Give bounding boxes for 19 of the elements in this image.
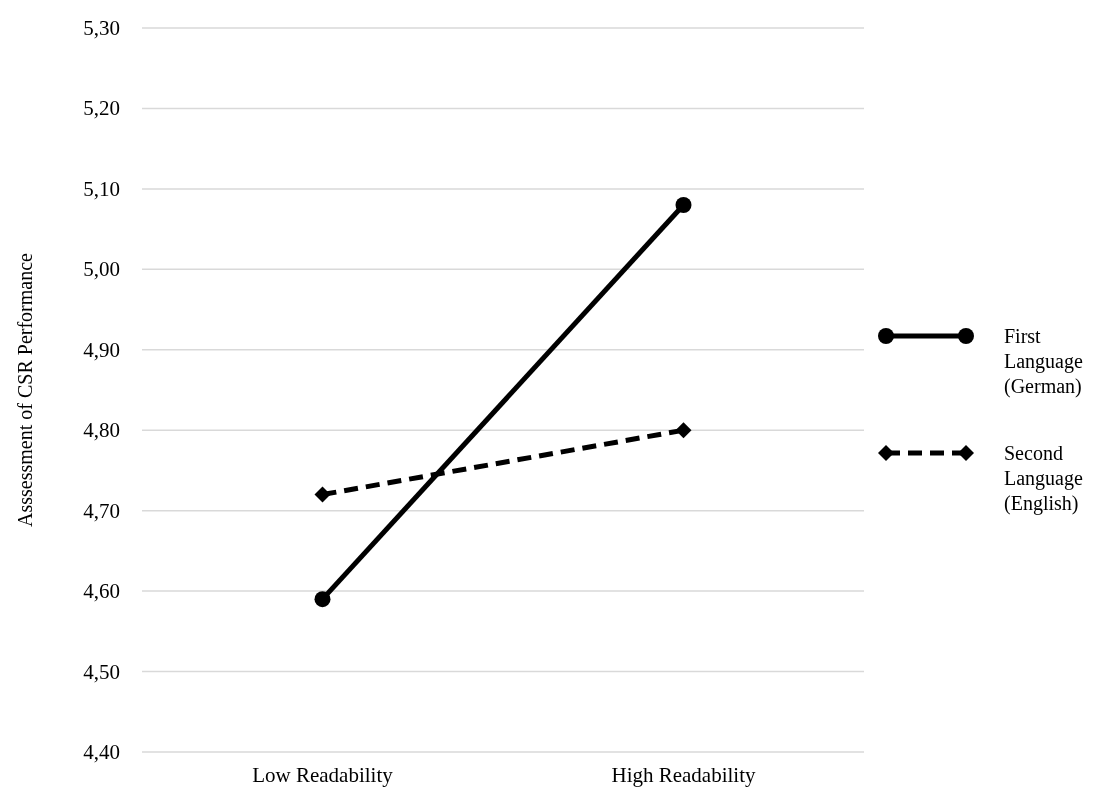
legend-label: First Language (German) xyxy=(1004,325,1083,398)
x-tick-label: High Readability xyxy=(611,763,757,787)
x-tick-label: Low Readability xyxy=(252,763,394,787)
point xyxy=(314,591,331,608)
y-tick-label: 4,70 xyxy=(83,498,120,523)
y-tick-label: 4,60 xyxy=(83,579,120,604)
y-tick-label: 5,30 xyxy=(83,16,120,40)
y-tick-label: 5,20 xyxy=(83,96,120,121)
point xyxy=(675,196,692,213)
legend-label: Second Language (English) xyxy=(1004,442,1083,515)
point xyxy=(675,422,692,439)
y-tick-label: 5,10 xyxy=(83,176,120,201)
point xyxy=(314,486,331,503)
y-tick-label: 4,40 xyxy=(83,740,120,764)
y-tick-label: 5,00 xyxy=(83,257,120,282)
y-tick-label: 4,50 xyxy=(83,659,120,684)
y-axis-title: Asssessment of CSR Performance xyxy=(14,252,36,527)
y-tick-label: 4,80 xyxy=(83,418,120,443)
y-tick-label: 4,90 xyxy=(83,337,120,362)
